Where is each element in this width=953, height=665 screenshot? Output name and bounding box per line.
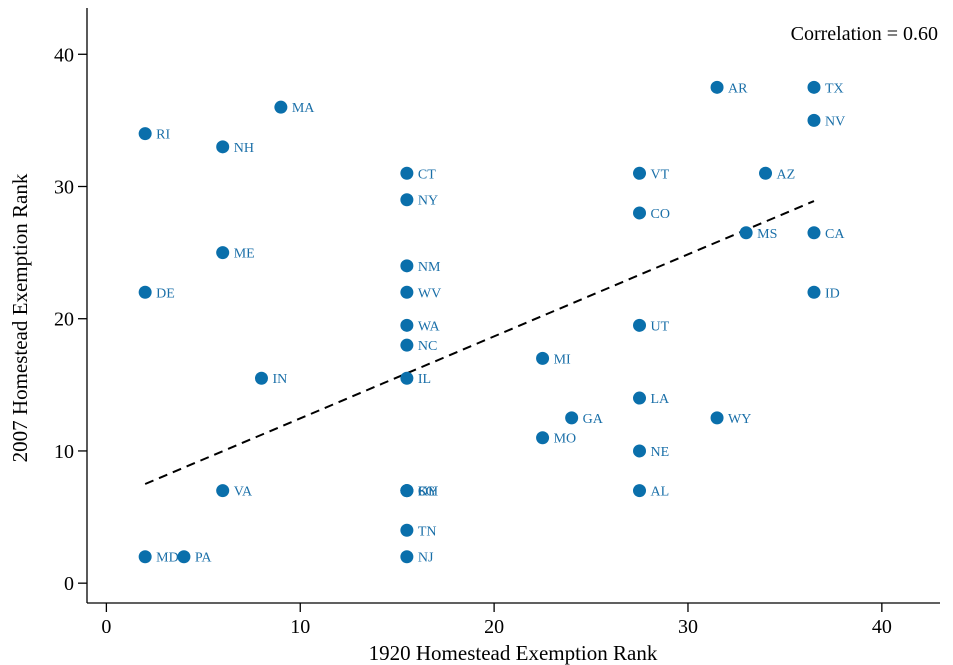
y-axis-title: 2007 Homestead Exemption Rank [8,173,32,462]
data-point-label: NM [418,260,441,275]
data-point [633,444,647,458]
data-point [138,285,152,299]
x-tick-label: 0 [101,616,111,638]
data-point-label: IN [272,372,287,387]
data-point [807,285,821,299]
data-point [633,318,647,332]
correlation-annotation: Correlation = 0.60 [791,23,938,45]
data-point [254,371,268,385]
y-tick-label: 40 [54,44,74,66]
data-point-label: AR [728,81,748,96]
data-point-label: NJ [418,551,434,566]
data-point-label: WA [418,319,441,334]
data-point [710,411,724,425]
data-point [633,484,647,498]
data-point-label: MD [156,551,179,566]
data-point-label: CO [651,207,670,222]
data-point [633,166,647,180]
data-point [400,550,414,564]
data-point [536,351,550,365]
data-point-label: WV [418,286,441,301]
x-axis-title: 1920 Homestead Exemption Rank [369,641,658,665]
data-point-label: IL [418,372,431,387]
data-point [400,523,414,537]
y-tick-label: 20 [54,309,74,331]
data-point [400,371,414,385]
data-point-label: ME [234,247,255,262]
data-point-label: PA [195,551,213,566]
data-point-label: AL [651,485,670,500]
x-tick-label: 40 [872,616,892,638]
y-tick-label: 0 [64,573,74,595]
data-point-label: OH [418,485,438,500]
data-point [274,100,288,114]
data-point-label: AZ [777,167,796,182]
data-point-label: UT [651,319,670,334]
data-point [400,193,414,207]
data-point-label: VT [651,167,670,182]
data-point-label: LA [651,392,671,407]
data-point [807,113,821,127]
data-point-label: GA [583,412,604,427]
data-point-label: WY [728,412,751,427]
data-point [400,484,414,498]
data-point-label: TN [418,524,437,539]
data-point [400,318,414,332]
data-point-label: VA [234,485,253,500]
data-point [536,431,550,445]
data-point-label: MI [554,352,571,367]
data-point [633,391,647,405]
data-point-label: MS [757,227,777,242]
data-point [177,550,191,564]
data-point [400,166,414,180]
y-tick-label: 30 [54,177,74,199]
data-point-label: NH [234,141,254,156]
data-point-label: MO [554,432,577,447]
data-point-label: SC [418,485,435,500]
data-point [633,206,647,220]
data-point-label: ID [825,286,840,301]
data-point-label: NY [418,194,438,209]
data-point [400,338,414,352]
data-point-label: NE [651,445,670,460]
data-point [710,80,724,94]
data-point-label: TX [825,81,844,96]
data-point-label: DE [156,286,175,301]
data-point [216,140,230,154]
data-point-label: CT [418,167,436,182]
fit-line [144,200,815,485]
data-point-label: MA [292,101,315,116]
x-tick-label: 10 [290,616,310,638]
x-tick-label: 20 [484,616,504,638]
data-point [759,166,773,180]
data-point-label: KY [418,485,438,500]
data-point [138,550,152,564]
data-point-label: NC [418,339,437,354]
data-point [565,411,579,425]
y-tick-label: 10 [54,441,74,463]
data-point [807,80,821,94]
data-point [400,285,414,299]
data-point [216,246,230,260]
data-point-label: RI [156,128,170,143]
data-point [807,226,821,240]
data-point-label: NV [825,114,845,129]
data-point [138,127,152,141]
data-point [216,484,230,498]
data-point [400,259,414,273]
axis-ticks: 0 10 20 30 40 0 10 20 30 40 [54,44,892,638]
x-tick-label: 30 [678,616,698,638]
data-point-label: CA [825,227,845,242]
data-point [739,226,753,240]
